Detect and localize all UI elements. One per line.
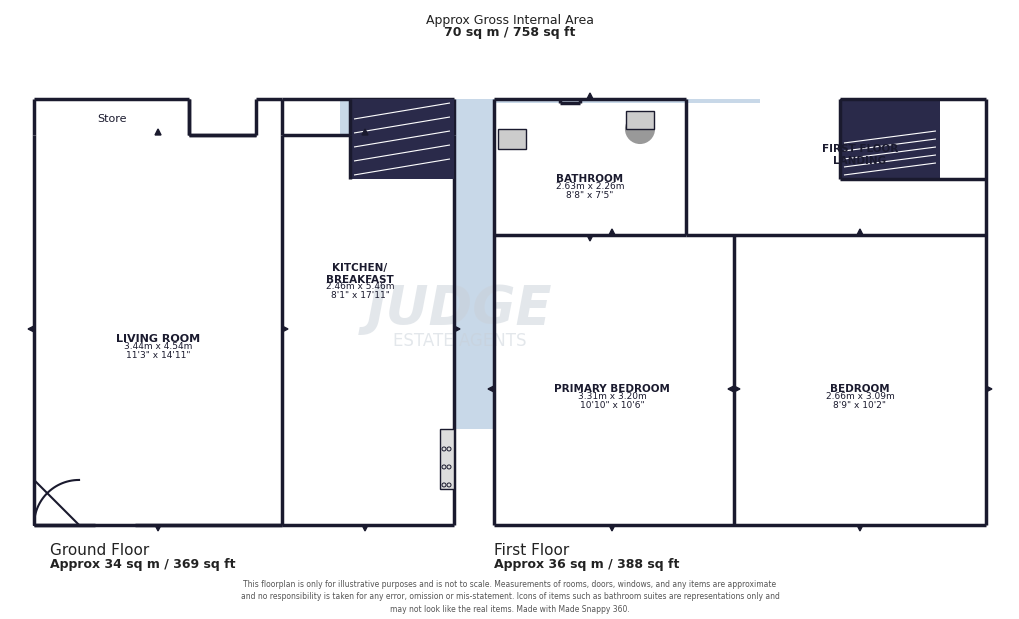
Bar [439,429,453,489]
Bar [34,99,189,179]
Bar [281,135,453,525]
Text: PRIMARY BEDROOM: PRIMARY BEDROOM [553,384,669,394]
Text: 10'10" x 10'6": 10'10" x 10'6" [579,402,644,410]
Polygon shape [155,525,161,531]
Polygon shape [856,525,862,531]
Text: 2.66m x 3.09m: 2.66m x 3.09m [824,392,894,402]
Text: 8'1" x 17'11": 8'1" x 17'11" [330,292,389,300]
Text: 3.31m x 3.20m: 3.31m x 3.20m [577,392,646,402]
Text: Approx Gross Internal Area: Approx Gross Internal Area [426,14,593,27]
Bar [489,99,759,429]
Text: 2.46m x 5.46m: 2.46m x 5.46m [325,282,394,292]
Bar [626,111,653,129]
Bar [734,235,985,525]
Bar [493,235,734,525]
Bar [497,129,526,149]
Text: 8'9" x 10'2": 8'9" x 10'2" [833,402,886,410]
Text: KITCHEN/
BREAKFAST: KITCHEN/ BREAKFAST [326,263,393,285]
Text: Approx 34 sq m / 369 sq ft: Approx 34 sq m / 369 sq ft [50,558,235,571]
Polygon shape [487,386,493,392]
Circle shape [626,115,653,143]
Polygon shape [362,525,368,531]
Bar [686,103,985,235]
Bar [493,103,686,235]
Text: BEDROOM: BEDROOM [829,384,889,394]
Polygon shape [586,93,592,99]
Polygon shape [608,229,614,235]
Text: ESTATE AGENTS: ESTATE AGENTS [393,332,526,350]
Polygon shape [362,129,368,135]
Text: 70 sq m / 758 sq ft: 70 sq m / 758 sq ft [444,27,575,40]
Polygon shape [28,326,34,332]
Text: 8'8" x 7'5": 8'8" x 7'5" [566,191,613,201]
Text: BATHROOM: BATHROOM [556,174,623,184]
Text: Ground Floor: Ground Floor [50,543,149,558]
Polygon shape [728,386,734,392]
Polygon shape [985,386,991,392]
Polygon shape [734,386,739,392]
Text: 3.44m x 4.54m: 3.44m x 4.54m [123,342,192,352]
Polygon shape [586,235,592,241]
Bar [839,99,940,179]
Text: First Floor: First Floor [493,543,569,558]
Text: 11'3" x 14'11": 11'3" x 14'11" [125,352,191,360]
Text: LIVING ROOM: LIVING ROOM [116,334,200,344]
Bar [350,99,453,179]
Polygon shape [453,326,460,332]
Text: LANDING: LANDING [833,156,886,166]
Polygon shape [281,326,287,332]
Bar [339,99,504,429]
Polygon shape [856,229,862,235]
Polygon shape [608,525,614,531]
Text: Store: Store [97,114,126,124]
Text: 2.63m x 2.26m: 2.63m x 2.26m [555,183,624,191]
Text: FIRST FLOOR: FIRST FLOOR [821,144,897,154]
Text: This floorplan is only for illustrative purposes and is not to scale. Measuremen: This floorplan is only for illustrative … [240,580,779,614]
Text: JUDGE: JUDGE [367,283,552,335]
Bar [34,135,281,525]
Bar [439,429,453,489]
Polygon shape [155,129,161,135]
Text: Approx 36 sq m / 388 sq ft: Approx 36 sq m / 388 sq ft [493,558,679,571]
